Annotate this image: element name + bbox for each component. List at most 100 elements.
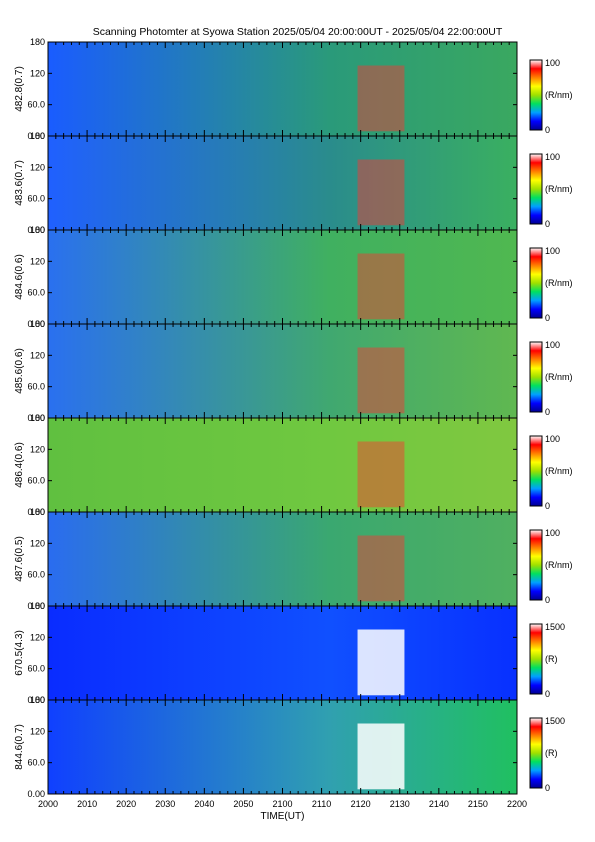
panel-heatmap bbox=[48, 700, 517, 794]
panel-ylabel: 482.8(0.7) bbox=[14, 66, 25, 112]
colorbar bbox=[529, 529, 543, 601]
y-tick-label: 0.00 bbox=[27, 695, 45, 705]
colorbar-min-label: 0 bbox=[545, 501, 550, 511]
y-tick-label: 180 bbox=[30, 225, 45, 235]
panel-ylabel: 844.6(0.7) bbox=[14, 724, 25, 770]
panel-ylabel: 670.5(4.3) bbox=[14, 630, 25, 676]
y-tick-label: 0.00 bbox=[27, 319, 45, 329]
panel-heatmap bbox=[48, 512, 517, 606]
panel-heatmap bbox=[48, 42, 517, 136]
x-tick-label: 2120 bbox=[351, 799, 371, 809]
colorbar-max-label: 1500 bbox=[545, 622, 565, 632]
y-tick-label: 60.0 bbox=[27, 288, 45, 298]
x-tick-label: 2150 bbox=[468, 799, 488, 809]
colorbar-min-label: 0 bbox=[545, 689, 550, 699]
colorbar-unit: (R) bbox=[545, 654, 558, 664]
colorbar-min-label: 0 bbox=[545, 783, 550, 793]
x-tick-label: 2030 bbox=[155, 799, 175, 809]
x-tick-label: 2010 bbox=[77, 799, 97, 809]
y-tick-label: 0.00 bbox=[27, 413, 45, 423]
x-tick-label: 2130 bbox=[390, 799, 410, 809]
colorbar-max-label: 100 bbox=[545, 434, 560, 444]
panel-heatmap bbox=[48, 230, 517, 324]
panel-2: 0.00 60.0 120 180 483.6(0.7) 100 0 (R/nm) bbox=[14, 131, 573, 235]
colorbar bbox=[529, 435, 543, 507]
panel-4: 0.00 60.0 120 180 485.6(0.6) 100 0 (R/nm) bbox=[14, 319, 573, 423]
colorbar-min-label: 0 bbox=[545, 595, 550, 605]
colorbar-unit: (R/nm) bbox=[545, 184, 573, 194]
panel-ylabel: 486.4(0.6) bbox=[14, 442, 25, 488]
y-tick-label: 180 bbox=[30, 413, 45, 423]
y-tick-label: 60.0 bbox=[27, 382, 45, 392]
y-tick-label: 120 bbox=[30, 68, 45, 78]
y-tick-label: 120 bbox=[30, 444, 45, 454]
aurora-band bbox=[357, 723, 405, 790]
y-tick-label: 120 bbox=[30, 726, 45, 736]
y-tick-label: 0.00 bbox=[27, 131, 45, 141]
y-tick-label: 60.0 bbox=[27, 100, 45, 110]
panel-6: 0.00 60.0 120 180 487.6(0.5) 100 0 (R/nm) bbox=[14, 507, 573, 611]
colorbar-min-label: 0 bbox=[545, 219, 550, 229]
colorbar-unit: (R) bbox=[545, 748, 558, 758]
colorbar bbox=[529, 153, 543, 225]
panel-1: 0.00 60.0 120 180 482.8(0.7) 100 0 (R/nm) bbox=[14, 37, 573, 141]
panel-5: 0.00 60.0 120 180 486.4(0.6) 100 0 (R/nm) bbox=[14, 413, 573, 517]
aurora-band bbox=[357, 65, 405, 132]
colorbar-unit: (R/nm) bbox=[545, 372, 573, 382]
y-tick-label: 120 bbox=[30, 350, 45, 360]
y-tick-label: 60.0 bbox=[27, 758, 45, 768]
y-tick-label: 180 bbox=[30, 37, 45, 47]
colorbar bbox=[529, 341, 543, 413]
colorbar-max-label: 1500 bbox=[545, 716, 565, 726]
aurora-band bbox=[357, 535, 405, 602]
panel-7: 0.00 60.0 120 180 670.5(4.3) 1500 0 (R) bbox=[14, 601, 565, 705]
colorbar-max-label: 100 bbox=[545, 152, 560, 162]
y-tick-label: 0.00 bbox=[27, 789, 45, 799]
colorbar-min-label: 0 bbox=[545, 313, 550, 323]
x-axis-label: TIME(UT) bbox=[261, 811, 305, 822]
x-tick-label: 2140 bbox=[429, 799, 449, 809]
y-tick-label: 0.00 bbox=[27, 601, 45, 611]
y-tick-label: 0.00 bbox=[27, 225, 45, 235]
x-tick-label: 2200 bbox=[507, 799, 527, 809]
panel-heatmap bbox=[48, 324, 517, 418]
x-tick-label: 2050 bbox=[233, 799, 253, 809]
aurora-band bbox=[357, 347, 405, 414]
x-tick-label: 2020 bbox=[116, 799, 136, 809]
y-tick-label: 60.0 bbox=[27, 570, 45, 580]
colorbar bbox=[529, 247, 543, 319]
panel-heatmap bbox=[48, 418, 517, 512]
panel-ylabel: 487.6(0.5) bbox=[14, 536, 25, 582]
colorbar-min-label: 0 bbox=[545, 407, 550, 417]
colorbar bbox=[529, 717, 543, 789]
panel-heatmap bbox=[48, 606, 517, 700]
colorbar-min-label: 0 bbox=[545, 125, 550, 135]
colorbar-unit: (R/nm) bbox=[545, 90, 573, 100]
y-tick-label: 180 bbox=[30, 319, 45, 329]
colorbar-max-label: 100 bbox=[545, 528, 560, 538]
colorbar bbox=[529, 623, 543, 695]
panel-heatmap bbox=[48, 136, 517, 230]
y-tick-label: 180 bbox=[30, 131, 45, 141]
chart-title: Scanning Photomter at Syowa Station 2025… bbox=[92, 26, 503, 38]
x-tick-label: 2100 bbox=[272, 799, 292, 809]
colorbar-unit: (R/nm) bbox=[545, 466, 573, 476]
x-tick-label: 2040 bbox=[194, 799, 214, 809]
y-tick-label: 120 bbox=[30, 162, 45, 172]
colorbar-max-label: 100 bbox=[545, 340, 560, 350]
colorbar-unit: (R/nm) bbox=[545, 560, 573, 570]
y-tick-label: 60.0 bbox=[27, 476, 45, 486]
x-tick-label: 2000 bbox=[38, 799, 58, 809]
y-tick-label: 120 bbox=[30, 632, 45, 642]
panel-ylabel: 485.6(0.6) bbox=[14, 348, 25, 394]
colorbar-max-label: 100 bbox=[545, 58, 560, 68]
y-tick-label: 0.00 bbox=[27, 507, 45, 517]
y-tick-label: 120 bbox=[30, 256, 45, 266]
y-tick-label: 180 bbox=[30, 507, 45, 517]
y-tick-label: 120 bbox=[30, 538, 45, 548]
aurora-band bbox=[357, 159, 405, 226]
panel-ylabel: 484.6(0.6) bbox=[14, 254, 25, 300]
aurora-band bbox=[357, 441, 405, 508]
x-tick-label: 2110 bbox=[312, 799, 331, 809]
